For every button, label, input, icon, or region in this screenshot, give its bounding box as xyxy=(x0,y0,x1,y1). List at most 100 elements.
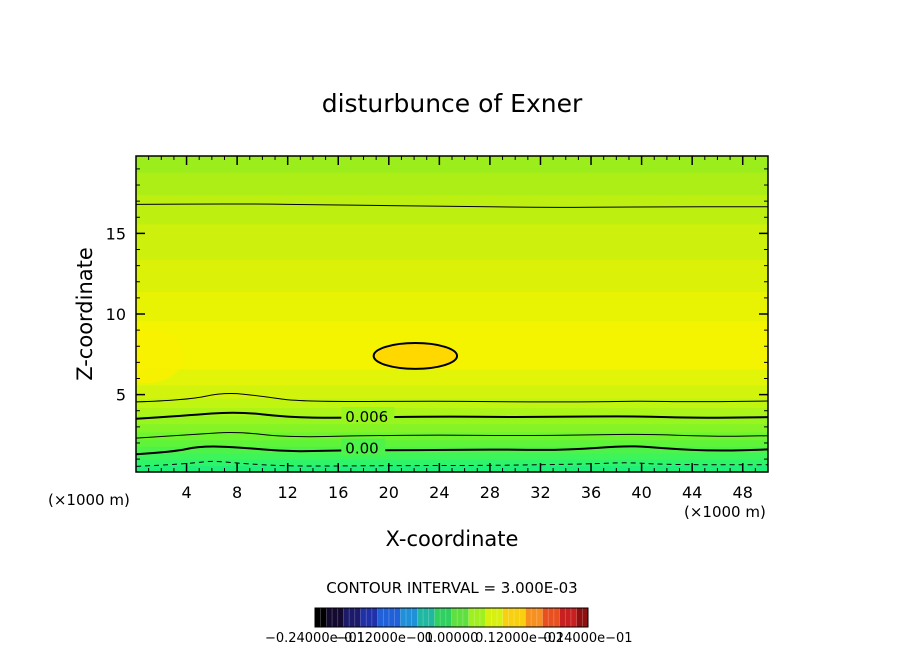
colorbar-cell xyxy=(576,608,583,627)
x-axis-label: X-coordinate xyxy=(386,527,519,551)
plot-area: 0.006 0.00 xyxy=(136,156,768,472)
colorbar-cell xyxy=(525,608,532,627)
contour-interval-text: CONTOUR INTERVAL = 3.000E-03 xyxy=(326,579,577,597)
colorbar-cell xyxy=(315,608,322,627)
color-band xyxy=(136,423,768,433)
colorbar-cell xyxy=(536,608,543,627)
colorbar-cell xyxy=(519,608,526,627)
y-tick-label: 10 xyxy=(106,305,126,324)
contour-line xyxy=(136,203,768,208)
color-band xyxy=(136,384,768,399)
x-unit-left: (×1000 m) xyxy=(48,491,130,509)
colorbar-cell xyxy=(411,608,418,627)
color-band xyxy=(136,431,768,441)
x-tick-label: 4 xyxy=(181,483,191,502)
colorbar-cell xyxy=(366,608,373,627)
x-tick-label: 32 xyxy=(530,483,550,502)
colorbar-cell xyxy=(479,608,487,627)
colorbar-cell xyxy=(542,608,549,627)
color-band xyxy=(136,439,768,447)
x-tick-label: 36 xyxy=(581,483,601,502)
colorbar-cell xyxy=(514,608,521,627)
colorbar-cell xyxy=(320,608,327,627)
colorbar-cell xyxy=(462,608,470,627)
left-edge-high xyxy=(136,328,185,384)
closed-contour-fill xyxy=(373,343,458,369)
colorbar-cell xyxy=(434,608,441,627)
color-band xyxy=(136,407,768,417)
colorbar-cell xyxy=(337,608,344,627)
colorbar-cell xyxy=(565,608,572,627)
contour-line xyxy=(136,411,768,420)
contour-label: 0.00 xyxy=(345,440,378,458)
colorbar-tick-label: 0.00000 xyxy=(425,631,479,646)
colorbar-cell xyxy=(485,608,492,627)
color-band xyxy=(136,452,768,460)
colorbar-cell xyxy=(428,608,435,627)
x-tick-label: 16 xyxy=(328,483,348,502)
colorbar-cell xyxy=(553,608,561,627)
colorbar-tick-label: 0.12000e−01 xyxy=(475,631,564,646)
x-tick-label: 20 xyxy=(379,483,399,502)
color-band xyxy=(136,156,768,173)
colorbar-cell xyxy=(388,608,396,627)
colorbar-cell xyxy=(445,608,452,627)
x-tick-label: 28 xyxy=(480,483,500,502)
colorbar-cell xyxy=(406,608,413,627)
x-unit-right: (×1000 m) xyxy=(684,503,766,521)
colorbar-cell xyxy=(417,608,424,627)
colorbar-cell xyxy=(548,608,555,627)
colorbar-cell xyxy=(508,608,515,627)
contour-line xyxy=(136,393,768,403)
colorbar-cell xyxy=(400,608,407,627)
colorbar-cell xyxy=(360,608,367,627)
colorbar-cell xyxy=(559,608,566,627)
color-band xyxy=(136,459,768,467)
x-tick-label: 40 xyxy=(631,483,651,502)
contour-line xyxy=(136,432,768,439)
colorbar-cell xyxy=(354,608,361,627)
colorbar-cell xyxy=(377,608,384,627)
chart-title: disturbunce of Exner xyxy=(322,89,583,118)
colorbar-cell xyxy=(440,608,447,627)
color-band xyxy=(136,415,768,425)
colorbar-frame xyxy=(314,607,589,628)
colorbar-cell xyxy=(423,608,430,627)
colorbar-cell xyxy=(326,608,333,627)
contour-line xyxy=(136,445,768,456)
colorbar-cell xyxy=(349,608,356,627)
colorbar-tick-label: −0.12000e−01 xyxy=(333,631,433,646)
colorbar-cell xyxy=(451,608,458,627)
color-band xyxy=(136,259,768,293)
color-band xyxy=(136,172,768,196)
colorbar-cell xyxy=(457,608,464,627)
x-tick-label: 8 xyxy=(232,483,242,502)
x-tick-label: 12 xyxy=(278,483,298,502)
x-tick-label: 24 xyxy=(429,483,449,502)
colorbar-cell xyxy=(582,608,589,627)
colorbar-cell xyxy=(502,608,509,627)
colorbar-cell xyxy=(531,608,538,627)
x-tick-label: 48 xyxy=(733,483,753,502)
colorbar-cell xyxy=(570,608,578,627)
colorbar: −0.24000e−01−0.12000e−010.000000.12000e−… xyxy=(265,607,633,646)
x-tick-label: 44 xyxy=(682,483,702,502)
y-tick-label: 15 xyxy=(106,224,126,243)
colorbar-tick-label: −0.24000e−01 xyxy=(265,631,365,646)
contour-label-bg xyxy=(341,407,395,425)
contour-label-bg xyxy=(341,438,386,456)
color-band xyxy=(136,194,768,225)
colorbar-tick-label: 0.24000e−01 xyxy=(543,631,632,646)
colorbar-cell xyxy=(491,608,498,627)
colorbar-cell xyxy=(497,608,504,627)
colorbar-cell xyxy=(394,608,401,627)
contour-line xyxy=(136,460,768,467)
y-tick-label: 5 xyxy=(116,386,126,405)
color-band xyxy=(136,291,768,322)
closed-contour-line xyxy=(372,342,459,370)
colorbar-cell xyxy=(371,608,379,627)
colorbar-cell xyxy=(468,608,475,627)
colorbar-cell xyxy=(343,608,350,627)
